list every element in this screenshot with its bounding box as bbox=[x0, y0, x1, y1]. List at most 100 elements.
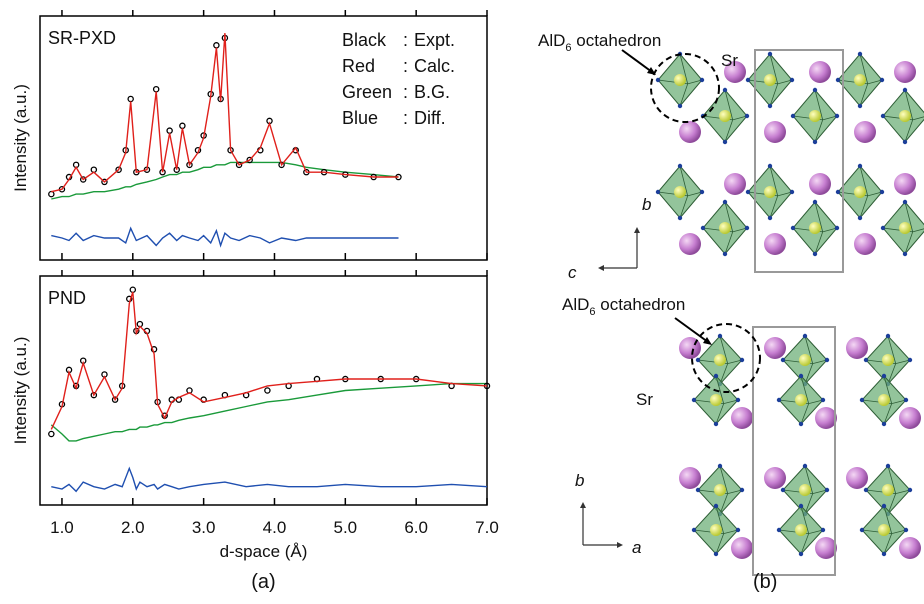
d-atom bbox=[881, 551, 887, 557]
octahedron bbox=[835, 51, 885, 109]
arrowhead bbox=[617, 542, 623, 548]
plot-frame bbox=[39, 15, 488, 261]
d-atom bbox=[798, 373, 804, 379]
sr-atom bbox=[846, 337, 868, 359]
d-atom bbox=[881, 503, 887, 509]
octahedron-face bbox=[693, 375, 739, 425]
panel-title: SR-PXD bbox=[48, 28, 116, 48]
sr-atom bbox=[731, 537, 753, 559]
d-atom bbox=[677, 215, 683, 221]
al-atom bbox=[795, 524, 807, 536]
d-atom bbox=[780, 487, 786, 493]
d-atom bbox=[695, 357, 701, 363]
d-atom bbox=[789, 189, 795, 195]
arrowhead bbox=[647, 67, 656, 75]
octahedron-label: AlD6 octahedron bbox=[538, 31, 661, 54]
octahedron-face bbox=[837, 165, 883, 219]
d-atom bbox=[739, 487, 745, 493]
octahedron bbox=[700, 87, 750, 145]
al-atom bbox=[719, 222, 731, 234]
sr-atom bbox=[815, 537, 837, 559]
arrowhead bbox=[598, 265, 604, 271]
octahedron-face bbox=[693, 505, 739, 555]
sr-atom bbox=[764, 233, 786, 255]
octahedron bbox=[880, 87, 924, 145]
d-atom bbox=[835, 189, 841, 195]
chart-panel: 1.0 2.0 3.0 4.0 5.0 6.0 7.0 PND Intensity (a.u.)… bbox=[11, 270, 499, 593]
legend-color: Red bbox=[342, 56, 375, 76]
octahedron bbox=[776, 503, 826, 557]
octahedron bbox=[780, 333, 830, 387]
d-atom bbox=[879, 189, 885, 195]
expt-point bbox=[129, 286, 137, 293]
highlight bbox=[691, 323, 761, 393]
arrowhead bbox=[580, 502, 586, 508]
octahedron-face bbox=[747, 53, 793, 107]
al-atom bbox=[719, 110, 731, 122]
d-atom bbox=[903, 397, 909, 403]
octahedron bbox=[835, 163, 885, 221]
octahedron bbox=[695, 463, 745, 517]
sr-atom bbox=[764, 121, 786, 143]
d-atom bbox=[789, 77, 795, 83]
d-atom bbox=[820, 527, 826, 533]
d-atom bbox=[677, 103, 683, 109]
unit-cell bbox=[752, 326, 836, 576]
sr-atom bbox=[679, 121, 701, 143]
octahedron bbox=[745, 51, 795, 109]
unit-cell bbox=[754, 49, 844, 273]
al-atom bbox=[882, 354, 894, 366]
arrowhead bbox=[703, 337, 712, 345]
series-line bbox=[51, 33, 399, 193]
octahedron-face bbox=[861, 375, 907, 425]
d-atom bbox=[717, 463, 723, 469]
d-atom bbox=[735, 397, 741, 403]
octahedron bbox=[780, 463, 830, 517]
d-atom bbox=[767, 103, 773, 109]
legend-label: B.G. bbox=[414, 82, 450, 102]
d-atom bbox=[859, 527, 865, 533]
al-atom bbox=[795, 394, 807, 406]
d-atom bbox=[744, 113, 750, 119]
expt-point bbox=[101, 178, 108, 186]
d-atom bbox=[767, 51, 773, 57]
octahedron-face bbox=[778, 505, 824, 555]
sr-atom bbox=[894, 61, 916, 83]
d-atom bbox=[880, 225, 886, 231]
pointer-arrow bbox=[674, 317, 709, 343]
d-atom bbox=[695, 487, 701, 493]
octahedron bbox=[695, 333, 745, 387]
d-atom bbox=[713, 503, 719, 509]
d-atom bbox=[776, 397, 782, 403]
al-atom bbox=[714, 484, 726, 496]
sr-atom bbox=[809, 61, 831, 83]
legend-color: Green bbox=[342, 82, 392, 102]
x-axis-label: d-space (Å) bbox=[220, 542, 308, 561]
d-atom bbox=[713, 421, 719, 427]
plot-frame bbox=[39, 275, 488, 506]
axis-label: b bbox=[642, 195, 651, 214]
octahedron-face bbox=[702, 89, 748, 143]
legend-label: Expt. bbox=[414, 30, 455, 50]
axis-label: a bbox=[632, 538, 641, 557]
expt-point bbox=[152, 85, 160, 93]
d-atom bbox=[802, 333, 808, 339]
octahedron-face bbox=[792, 89, 838, 143]
series-line bbox=[50, 382, 487, 442]
d-atom bbox=[881, 373, 887, 379]
d-atom bbox=[885, 463, 891, 469]
expt-point bbox=[235, 161, 243, 169]
octahedron bbox=[691, 373, 741, 427]
octahedron-face bbox=[657, 53, 703, 107]
d-atom bbox=[798, 421, 804, 427]
al-atom bbox=[764, 74, 776, 86]
axis-label: c bbox=[568, 263, 577, 282]
octahedron bbox=[790, 87, 840, 145]
highlight bbox=[650, 53, 720, 123]
d-atom bbox=[857, 51, 863, 57]
x-tick-label: 7.0 bbox=[475, 518, 499, 537]
series-line bbox=[50, 291, 488, 430]
d-atom bbox=[824, 357, 830, 363]
panel-title: PND bbox=[48, 288, 86, 308]
